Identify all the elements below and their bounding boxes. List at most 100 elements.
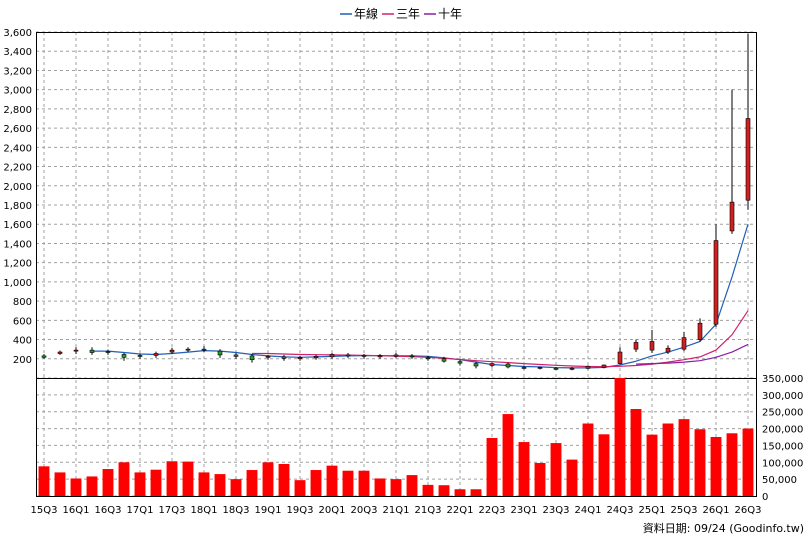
candle-body bbox=[521, 367, 527, 369]
volume-bar bbox=[230, 479, 242, 496]
price-tick-label: 3,000 bbox=[3, 86, 32, 97]
candle-body bbox=[409, 355, 415, 358]
grid bbox=[36, 31, 756, 497]
price-tick-label: 1,000 bbox=[3, 278, 32, 289]
legend-label: 十年 bbox=[438, 7, 462, 21]
price-tick-label: 2,000 bbox=[3, 182, 32, 193]
quarter-tick-label: 18Q1 bbox=[191, 505, 218, 516]
candle-body bbox=[617, 351, 623, 364]
candlestick bbox=[153, 351, 159, 358]
volume-bar bbox=[694, 429, 706, 496]
price-tick-label: 2,600 bbox=[3, 124, 32, 135]
volume-bar bbox=[614, 378, 626, 496]
volume-bar bbox=[566, 459, 578, 496]
candlestick bbox=[121, 353, 127, 361]
quarter-tick-label: 20Q3 bbox=[351, 505, 378, 516]
volume-bar bbox=[262, 462, 274, 496]
quarter-tick-label: 26Q1 bbox=[703, 505, 730, 516]
volume-bar bbox=[278, 463, 290, 496]
quarter-tick-label: 21Q1 bbox=[383, 505, 410, 516]
candlestick bbox=[489, 362, 495, 368]
volume-bar bbox=[102, 469, 114, 496]
candlestick bbox=[377, 353, 383, 359]
candle-body bbox=[553, 368, 559, 370]
quarter-tick-label: 25Q1 bbox=[639, 505, 666, 516]
candlestick bbox=[681, 331, 687, 352]
volume-bar bbox=[598, 434, 610, 496]
price-tick-label: 400 bbox=[13, 336, 32, 347]
volume-bar bbox=[374, 478, 386, 496]
volume-bar bbox=[486, 438, 498, 496]
candlestick bbox=[281, 354, 287, 361]
candle-body bbox=[313, 356, 319, 359]
candlestick bbox=[521, 365, 527, 370]
candlestick bbox=[249, 353, 255, 363]
moving-average-line bbox=[635, 343, 749, 365]
volume-bar bbox=[502, 414, 514, 496]
price-tick-label: 1,400 bbox=[3, 239, 32, 250]
candlestick bbox=[345, 353, 351, 358]
volume-bar bbox=[406, 475, 418, 496]
candlestick bbox=[409, 353, 415, 359]
volume-bar bbox=[710, 437, 722, 496]
quarter-tick-label: 16Q1 bbox=[63, 505, 90, 516]
candle-body bbox=[569, 368, 575, 370]
candlestick bbox=[457, 359, 463, 366]
volume-tick-label: 200,000 bbox=[762, 425, 803, 436]
quarter-axis-labels: 15Q3 16Q1 16Q3 17Q1 17Q3 18Q1 18Q3 19Q1 19Q3 20Q1… bbox=[31, 505, 762, 516]
candle-body bbox=[537, 367, 543, 369]
quarter-tick-label: 18Q3 bbox=[223, 505, 250, 516]
candlestick bbox=[105, 349, 111, 355]
candle-body bbox=[185, 348, 191, 351]
quarter-tick-label: 19Q3 bbox=[287, 505, 314, 516]
quarter-tick-label: 16Q3 bbox=[95, 505, 122, 516]
volume-tick-label: 150,000 bbox=[762, 441, 803, 452]
candlestick bbox=[697, 318, 703, 342]
volume-bar bbox=[246, 470, 258, 496]
legend-item: 十年 bbox=[424, 7, 462, 21]
candle-body bbox=[393, 354, 399, 357]
candlestick bbox=[617, 347, 623, 365]
volume-bar bbox=[454, 489, 466, 496]
volume-bar bbox=[646, 434, 658, 496]
candlestick bbox=[585, 365, 591, 370]
candle-body bbox=[201, 348, 207, 351]
candle-body bbox=[137, 355, 143, 357]
volume-bar bbox=[86, 476, 98, 496]
candlestick bbox=[361, 353, 367, 359]
candlestick bbox=[601, 364, 607, 369]
candle-body bbox=[585, 366, 591, 369]
candlestick bbox=[729, 89, 735, 234]
candlestick bbox=[41, 353, 47, 359]
volume-bar bbox=[662, 423, 674, 496]
price-tick-label: 800 bbox=[13, 297, 32, 308]
volume-bar bbox=[134, 472, 146, 496]
candlestick bbox=[313, 354, 319, 360]
candlestick bbox=[233, 353, 239, 359]
candlestick bbox=[633, 339, 639, 353]
candlestick bbox=[713, 224, 719, 328]
volume-tick-label: 50,000 bbox=[762, 475, 797, 486]
price-tick-label: 600 bbox=[13, 316, 32, 327]
volume-tick-label: 100,000 bbox=[762, 458, 803, 469]
quarter-tick-label: 26Q3 bbox=[735, 505, 762, 516]
price-tick-label: 3,200 bbox=[3, 66, 32, 77]
volume-plot-frame bbox=[36, 378, 757, 497]
price-tick-label: 1,800 bbox=[3, 201, 32, 212]
candle-body bbox=[649, 341, 655, 351]
candlestick bbox=[537, 366, 543, 370]
candlestick bbox=[505, 362, 511, 369]
volume-bar bbox=[70, 478, 82, 496]
quarter-tick-label: 22Q3 bbox=[479, 505, 506, 516]
volume-bar bbox=[342, 470, 354, 496]
candle-body bbox=[377, 355, 383, 358]
candlestick bbox=[665, 345, 671, 354]
candle-body bbox=[281, 356, 287, 359]
volume-bars bbox=[38, 378, 754, 496]
candlestick bbox=[185, 347, 191, 353]
candle-body bbox=[713, 240, 719, 325]
quarter-tick-label: 15Q3 bbox=[31, 505, 58, 516]
price-tick-label: 3,400 bbox=[3, 47, 32, 58]
volume-bar bbox=[582, 423, 594, 496]
